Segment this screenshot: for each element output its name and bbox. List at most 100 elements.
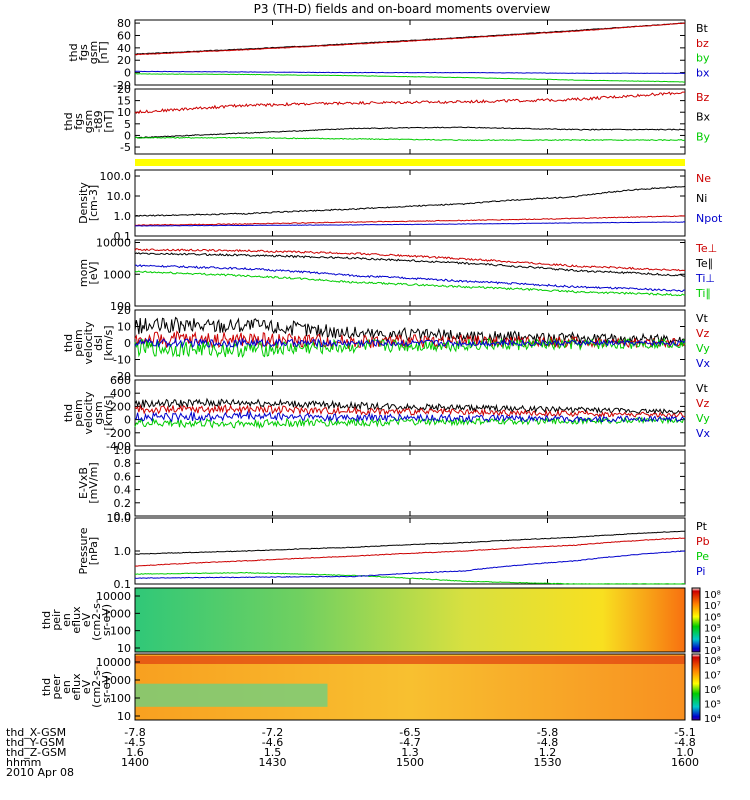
- ylabel-line: thd: [62, 112, 75, 130]
- x-row-value: 1500: [396, 756, 424, 769]
- legend-Pi: Pi: [696, 565, 705, 578]
- ylabel-line: Pressure: [77, 527, 90, 574]
- y-tick-label: 1.0: [114, 210, 132, 223]
- y-tick-label: 0: [124, 129, 131, 142]
- legend-Ni: Ni: [696, 192, 707, 205]
- series-trace: [134, 91, 685, 115]
- y-tick-label: 0.4: [114, 484, 132, 497]
- y-tick-label: 20: [117, 83, 131, 96]
- legend-Pb: Pb: [696, 535, 710, 548]
- legend-Vt: Vt: [696, 312, 709, 325]
- y-tick-label: 200: [110, 400, 131, 413]
- colorbar-tick-label: 10³: [704, 646, 721, 657]
- legend-Te∥: Te∥: [695, 257, 713, 270]
- spectrogram-band: [135, 656, 685, 664]
- x-row-label: thd_X-GSM: [6, 726, 66, 739]
- y-tick-label: 20: [117, 54, 131, 67]
- x-row-value: -7.8: [124, 726, 145, 739]
- panel-frame: [134, 653, 686, 721]
- x-row-value: -6.5: [399, 726, 420, 739]
- y-tick-label: 600: [110, 374, 131, 387]
- x-row-value: 1400: [121, 756, 149, 769]
- y-tick-label: 1000: [103, 674, 131, 687]
- ylabel-line: mom: [77, 259, 90, 287]
- ylabel-line: eV: [80, 679, 93, 694]
- series-trace: [134, 316, 686, 346]
- y-tick-label: 10000: [96, 237, 131, 250]
- chart-title: P3 (TH-D) fields and on-board moments ov…: [254, 2, 551, 16]
- series-trace: [134, 537, 685, 567]
- legend-bx: bx: [696, 66, 710, 79]
- legend-Vz: Vz: [696, 397, 710, 410]
- series-trace: [134, 270, 686, 297]
- ylabel-line: fgs: [72, 113, 85, 130]
- y-tick-label: 0.1: [114, 230, 132, 243]
- series-trace: [134, 550, 685, 579]
- y-tick-label: 20: [117, 304, 131, 317]
- legend-Ne: Ne: [696, 172, 711, 185]
- y-tick-label: 100: [110, 300, 131, 313]
- y-tick-label: -200: [106, 427, 131, 440]
- colorbar-tick-label: 10⁵: [704, 700, 721, 711]
- ylabel-line: dsl: [92, 335, 105, 351]
- ylabel-line: en: [60, 613, 73, 627]
- series-trace: [134, 337, 686, 349]
- y-tick-label: -400: [106, 440, 131, 453]
- x-row-value: 1.2: [539, 746, 557, 759]
- series-trace: [134, 530, 685, 555]
- y-tick-label: 100.0: [100, 170, 132, 183]
- y-tick-label: 10: [117, 106, 131, 119]
- series-trace: [134, 22, 686, 56]
- legend-Vx: Vx: [696, 357, 711, 370]
- colorbar-tick-label: 10⁸: [704, 656, 721, 667]
- x-row-value: -7.2: [262, 726, 283, 739]
- y-tick-label: 400: [110, 387, 131, 400]
- colorbar: [691, 653, 701, 721]
- legend-Bx: Bx: [696, 111, 711, 124]
- ylabel-line: thd: [62, 404, 75, 422]
- legend-Vx: Vx: [696, 427, 711, 440]
- y-tick-label: -20: [113, 370, 131, 383]
- y-tick-label: 10: [117, 321, 131, 334]
- y-tick-label: 0: [124, 414, 131, 427]
- ylabel-line: (cm2-s-: [90, 666, 103, 708]
- y-tick-label: 60: [117, 29, 131, 42]
- y-tick-label: 100: [110, 692, 131, 705]
- ylabel-line: gsm: [92, 401, 105, 424]
- x-row-value: -5.1: [674, 726, 695, 739]
- series-trace: [134, 248, 686, 272]
- colorbar-tick-label: 10⁶: [704, 685, 721, 696]
- legend-Bz: Bz: [696, 91, 710, 104]
- series-trace: [134, 136, 686, 142]
- panel-frame: [134, 19, 686, 86]
- ylabel-line: thd: [40, 611, 53, 629]
- series-trace: [134, 264, 686, 293]
- yellow-status-bar: [135, 159, 685, 166]
- panel-frame: [134, 88, 686, 155]
- colorbar-tick-label: 10⁸: [704, 590, 721, 601]
- colorbar-tick-label: 10⁷: [704, 601, 721, 612]
- ylabel-line: [mV/m]: [87, 462, 100, 503]
- ylabel-line: peim: [72, 329, 85, 357]
- panel-ylabel: Density[cm-3]: [77, 182, 100, 224]
- legend-Vy: Vy: [696, 412, 710, 425]
- y-tick-label: 10000: [96, 656, 131, 669]
- y-tick-label: -5: [120, 141, 131, 154]
- x-row-value: -4.7: [399, 736, 420, 749]
- x-row-value: -4.6: [262, 736, 283, 749]
- panel-ylabel: Pressure[nPa]: [77, 527, 100, 574]
- y-tick-label: 15: [117, 95, 131, 108]
- series-trace: [134, 70, 686, 74]
- x-row-value: -4.8: [537, 736, 558, 749]
- y-tick-label: 0.1: [114, 578, 132, 591]
- x-row-value: -4.5: [124, 736, 145, 749]
- series-trace: [134, 337, 686, 359]
- x-row-value: 1.6: [126, 746, 144, 759]
- legend-Te⊥: Te⊥: [695, 242, 717, 255]
- series-trace: [134, 126, 685, 139]
- x-row-label: hhmm: [6, 756, 41, 769]
